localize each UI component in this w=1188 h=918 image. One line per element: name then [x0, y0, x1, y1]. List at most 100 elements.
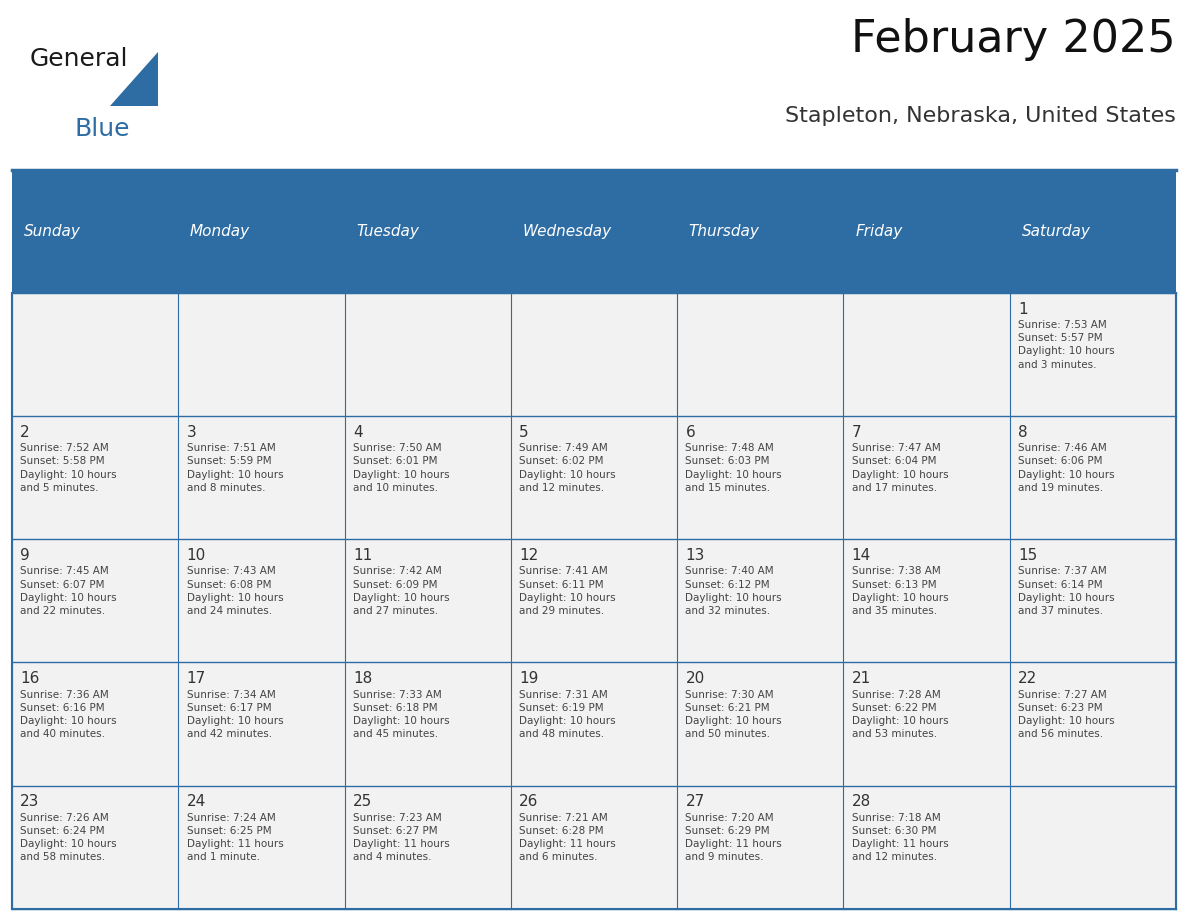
- FancyBboxPatch shape: [511, 170, 677, 293]
- FancyBboxPatch shape: [511, 293, 677, 416]
- Text: 9: 9: [20, 548, 30, 563]
- Text: Sunrise: 7:38 AM
Sunset: 6:13 PM
Daylight: 10 hours
and 35 minutes.: Sunrise: 7:38 AM Sunset: 6:13 PM Dayligh…: [852, 566, 948, 616]
- Text: 5: 5: [519, 425, 529, 440]
- Text: 26: 26: [519, 794, 538, 810]
- Text: 4: 4: [353, 425, 362, 440]
- Text: Sunrise: 7:30 AM
Sunset: 6:21 PM
Daylight: 10 hours
and 50 minutes.: Sunrise: 7:30 AM Sunset: 6:21 PM Dayligh…: [685, 689, 782, 739]
- Text: Sunrise: 7:34 AM
Sunset: 6:17 PM
Daylight: 10 hours
and 42 minutes.: Sunrise: 7:34 AM Sunset: 6:17 PM Dayligh…: [187, 689, 283, 739]
- FancyBboxPatch shape: [843, 786, 1010, 909]
- FancyBboxPatch shape: [178, 540, 345, 663]
- Text: Sunrise: 7:31 AM
Sunset: 6:19 PM
Daylight: 10 hours
and 48 minutes.: Sunrise: 7:31 AM Sunset: 6:19 PM Dayligh…: [519, 689, 615, 739]
- Text: Sunrise: 7:26 AM
Sunset: 6:24 PM
Daylight: 10 hours
and 58 minutes.: Sunrise: 7:26 AM Sunset: 6:24 PM Dayligh…: [20, 812, 116, 862]
- Text: Sunrise: 7:33 AM
Sunset: 6:18 PM
Daylight: 10 hours
and 45 minutes.: Sunrise: 7:33 AM Sunset: 6:18 PM Dayligh…: [353, 689, 449, 739]
- FancyBboxPatch shape: [178, 663, 345, 786]
- Text: 14: 14: [852, 548, 871, 563]
- Text: Stapleton, Nebraska, United States: Stapleton, Nebraska, United States: [785, 106, 1176, 126]
- FancyBboxPatch shape: [1010, 416, 1176, 540]
- Text: 11: 11: [353, 548, 372, 563]
- Text: Sunrise: 7:53 AM
Sunset: 5:57 PM
Daylight: 10 hours
and 3 minutes.: Sunrise: 7:53 AM Sunset: 5:57 PM Dayligh…: [1018, 320, 1114, 370]
- FancyBboxPatch shape: [677, 170, 843, 293]
- FancyBboxPatch shape: [843, 293, 1010, 416]
- FancyBboxPatch shape: [677, 663, 843, 786]
- FancyBboxPatch shape: [345, 416, 511, 540]
- Text: 3: 3: [187, 425, 196, 440]
- FancyBboxPatch shape: [1010, 786, 1176, 909]
- FancyBboxPatch shape: [677, 293, 843, 416]
- FancyBboxPatch shape: [843, 170, 1010, 293]
- FancyBboxPatch shape: [677, 416, 843, 540]
- Text: Sunrise: 7:50 AM
Sunset: 6:01 PM
Daylight: 10 hours
and 10 minutes.: Sunrise: 7:50 AM Sunset: 6:01 PM Dayligh…: [353, 443, 449, 493]
- Text: 21: 21: [852, 671, 871, 686]
- FancyBboxPatch shape: [12, 786, 178, 909]
- Text: Sunrise: 7:51 AM
Sunset: 5:59 PM
Daylight: 10 hours
and 8 minutes.: Sunrise: 7:51 AM Sunset: 5:59 PM Dayligh…: [187, 443, 283, 493]
- Text: Sunrise: 7:20 AM
Sunset: 6:29 PM
Daylight: 11 hours
and 9 minutes.: Sunrise: 7:20 AM Sunset: 6:29 PM Dayligh…: [685, 812, 782, 862]
- FancyBboxPatch shape: [12, 663, 178, 786]
- FancyBboxPatch shape: [843, 540, 1010, 663]
- FancyBboxPatch shape: [12, 416, 178, 540]
- Text: Wednesday: Wednesday: [523, 224, 612, 239]
- Text: Sunrise: 7:42 AM
Sunset: 6:09 PM
Daylight: 10 hours
and 27 minutes.: Sunrise: 7:42 AM Sunset: 6:09 PM Dayligh…: [353, 566, 449, 616]
- FancyBboxPatch shape: [345, 786, 511, 909]
- FancyBboxPatch shape: [178, 786, 345, 909]
- FancyBboxPatch shape: [843, 663, 1010, 786]
- Text: 8: 8: [1018, 425, 1028, 440]
- FancyBboxPatch shape: [1010, 540, 1176, 663]
- FancyBboxPatch shape: [677, 540, 843, 663]
- Text: 23: 23: [20, 794, 39, 810]
- FancyBboxPatch shape: [345, 293, 511, 416]
- Text: Sunrise: 7:45 AM
Sunset: 6:07 PM
Daylight: 10 hours
and 22 minutes.: Sunrise: 7:45 AM Sunset: 6:07 PM Dayligh…: [20, 566, 116, 616]
- FancyBboxPatch shape: [345, 540, 511, 663]
- FancyBboxPatch shape: [511, 416, 677, 540]
- Text: Sunrise: 7:49 AM
Sunset: 6:02 PM
Daylight: 10 hours
and 12 minutes.: Sunrise: 7:49 AM Sunset: 6:02 PM Dayligh…: [519, 443, 615, 493]
- FancyBboxPatch shape: [511, 786, 677, 909]
- Text: Thursday: Thursday: [689, 224, 759, 239]
- Text: Sunrise: 7:36 AM
Sunset: 6:16 PM
Daylight: 10 hours
and 40 minutes.: Sunrise: 7:36 AM Sunset: 6:16 PM Dayligh…: [20, 689, 116, 739]
- FancyBboxPatch shape: [12, 540, 178, 663]
- FancyBboxPatch shape: [1010, 663, 1176, 786]
- Text: 12: 12: [519, 548, 538, 563]
- Text: Sunrise: 7:52 AM
Sunset: 5:58 PM
Daylight: 10 hours
and 5 minutes.: Sunrise: 7:52 AM Sunset: 5:58 PM Dayligh…: [20, 443, 116, 493]
- FancyBboxPatch shape: [345, 663, 511, 786]
- Polygon shape: [110, 51, 158, 106]
- Text: 27: 27: [685, 794, 704, 810]
- FancyBboxPatch shape: [511, 663, 677, 786]
- Text: 17: 17: [187, 671, 206, 686]
- Text: 28: 28: [852, 794, 871, 810]
- FancyBboxPatch shape: [1010, 170, 1176, 293]
- Text: 18: 18: [353, 671, 372, 686]
- Text: Sunday: Sunday: [24, 224, 81, 239]
- Text: 22: 22: [1018, 671, 1037, 686]
- Text: 6: 6: [685, 425, 695, 440]
- Text: 10: 10: [187, 548, 206, 563]
- Text: Saturday: Saturday: [1022, 224, 1091, 239]
- FancyBboxPatch shape: [843, 416, 1010, 540]
- FancyBboxPatch shape: [178, 293, 345, 416]
- Text: Sunrise: 7:40 AM
Sunset: 6:12 PM
Daylight: 10 hours
and 32 minutes.: Sunrise: 7:40 AM Sunset: 6:12 PM Dayligh…: [685, 566, 782, 616]
- Text: 19: 19: [519, 671, 538, 686]
- Text: Friday: Friday: [855, 224, 903, 239]
- Text: 13: 13: [685, 548, 704, 563]
- FancyBboxPatch shape: [511, 540, 677, 663]
- Text: 20: 20: [685, 671, 704, 686]
- Text: 24: 24: [187, 794, 206, 810]
- Text: 2: 2: [20, 425, 30, 440]
- Text: Sunrise: 7:43 AM
Sunset: 6:08 PM
Daylight: 10 hours
and 24 minutes.: Sunrise: 7:43 AM Sunset: 6:08 PM Dayligh…: [187, 566, 283, 616]
- Text: Sunrise: 7:27 AM
Sunset: 6:23 PM
Daylight: 10 hours
and 56 minutes.: Sunrise: 7:27 AM Sunset: 6:23 PM Dayligh…: [1018, 689, 1114, 739]
- Text: Sunrise: 7:41 AM
Sunset: 6:11 PM
Daylight: 10 hours
and 29 minutes.: Sunrise: 7:41 AM Sunset: 6:11 PM Dayligh…: [519, 566, 615, 616]
- FancyBboxPatch shape: [178, 416, 345, 540]
- Text: General: General: [30, 48, 128, 72]
- Text: 16: 16: [20, 671, 39, 686]
- Text: 25: 25: [353, 794, 372, 810]
- Text: Sunrise: 7:37 AM
Sunset: 6:14 PM
Daylight: 10 hours
and 37 minutes.: Sunrise: 7:37 AM Sunset: 6:14 PM Dayligh…: [1018, 566, 1114, 616]
- FancyBboxPatch shape: [677, 786, 843, 909]
- Text: 1: 1: [1018, 302, 1028, 317]
- FancyBboxPatch shape: [12, 170, 178, 293]
- Text: Tuesday: Tuesday: [356, 224, 419, 239]
- Text: Sunrise: 7:28 AM
Sunset: 6:22 PM
Daylight: 10 hours
and 53 minutes.: Sunrise: 7:28 AM Sunset: 6:22 PM Dayligh…: [852, 689, 948, 739]
- Text: Sunrise: 7:23 AM
Sunset: 6:27 PM
Daylight: 11 hours
and 4 minutes.: Sunrise: 7:23 AM Sunset: 6:27 PM Dayligh…: [353, 812, 449, 862]
- Text: Blue: Blue: [75, 117, 129, 140]
- Text: 15: 15: [1018, 548, 1037, 563]
- Text: Sunrise: 7:24 AM
Sunset: 6:25 PM
Daylight: 11 hours
and 1 minute.: Sunrise: 7:24 AM Sunset: 6:25 PM Dayligh…: [187, 812, 283, 862]
- FancyBboxPatch shape: [1010, 293, 1176, 416]
- Text: Sunrise: 7:21 AM
Sunset: 6:28 PM
Daylight: 11 hours
and 6 minutes.: Sunrise: 7:21 AM Sunset: 6:28 PM Dayligh…: [519, 812, 615, 862]
